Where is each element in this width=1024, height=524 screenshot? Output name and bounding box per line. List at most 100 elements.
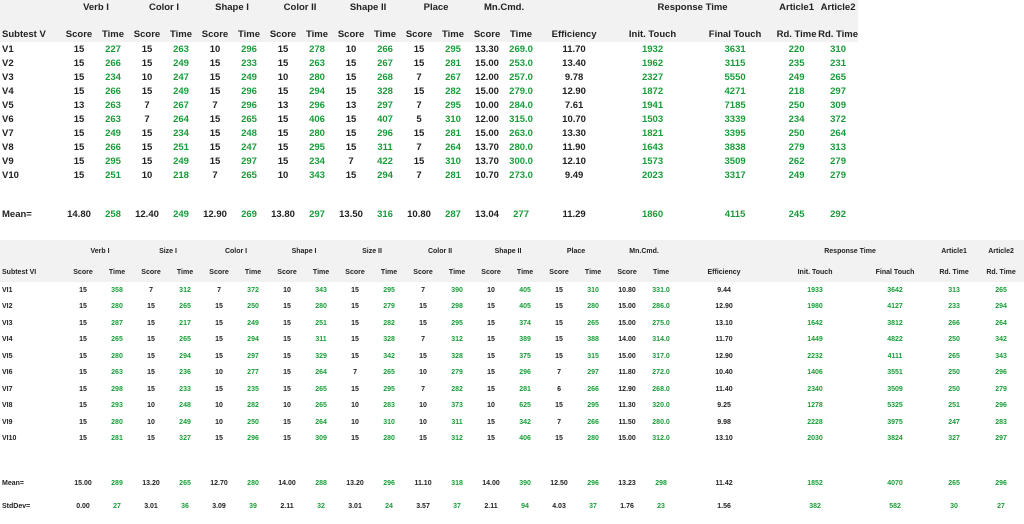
column-header: Init. Touch: [610, 26, 696, 42]
cell: 7: [348, 155, 354, 167]
cell: 3631: [724, 43, 746, 55]
cell: 2340: [807, 385, 823, 393]
cell: 328: [451, 352, 463, 360]
cell: 406: [309, 113, 325, 125]
cell: 13.20: [346, 480, 364, 487]
row-label: VI3: [2, 319, 13, 327]
cell: 13: [345, 99, 357, 111]
cell: 7: [149, 286, 153, 294]
cell: 342: [519, 418, 531, 426]
row-label: V8: [2, 141, 14, 153]
cell: 14.80: [67, 209, 91, 220]
cell: 280: [111, 418, 123, 426]
cell: 5325: [887, 402, 903, 410]
cell: 1.76: [620, 502, 634, 510]
cell: 233: [948, 303, 960, 311]
column-header: Rd. Time: [978, 262, 1024, 282]
cell: 3.01: [144, 502, 158, 510]
cell: 251: [948, 402, 960, 410]
cell: 4822: [887, 336, 903, 344]
cell: 297: [587, 369, 599, 377]
cell: 269: [241, 209, 257, 220]
cell: 329: [315, 352, 327, 360]
cell: 1933: [807, 286, 823, 294]
cell: 282: [451, 385, 463, 393]
cell: 7: [212, 169, 218, 181]
cell: 1860: [641, 209, 664, 220]
cell: 39: [249, 502, 257, 510]
cell: 272.0: [652, 369, 670, 377]
cell: 10: [487, 402, 495, 410]
cell: 249: [105, 127, 121, 139]
cell: 15: [555, 336, 563, 344]
cell: 249: [173, 155, 189, 167]
cell: 3115: [724, 57, 746, 69]
cell: 311: [377, 141, 393, 153]
cell: 1449: [807, 336, 823, 344]
cell: 10: [487, 286, 495, 294]
cell: 2.11: [484, 502, 498, 510]
cell: 4127: [887, 303, 903, 311]
cell: 15: [345, 85, 357, 97]
cell: 15: [141, 141, 153, 153]
column-header: Efficiency: [538, 26, 611, 42]
data-row: VI10 15 281 15 327 15 296 15 309 15 280 15 312 15 406 1…: [0, 431, 1024, 448]
row-label: V3: [2, 71, 14, 83]
data-row: V3 15 234 10 247 15 249 10 280 15 268 7 267 12.00 257.…: [0, 70, 858, 84]
cell: 316: [377, 209, 393, 220]
cell: 296: [241, 99, 257, 111]
cell: 15: [555, 286, 563, 294]
row-label: VI7: [2, 385, 13, 393]
cell: 3.09: [212, 502, 226, 510]
cell: 7: [353, 369, 357, 377]
cell: 327: [948, 435, 960, 443]
data-row: V4 15 266 15 249 15 296 15 294 15 328 15 282 15.00 279…: [0, 84, 858, 98]
group-header: Article1: [775, 0, 819, 26]
cell: 15: [283, 352, 291, 360]
cell: 312: [179, 286, 191, 294]
cell: 294: [309, 85, 325, 97]
cell: 264: [830, 127, 846, 139]
cell: 11.90: [562, 141, 586, 153]
cell: 263: [173, 43, 189, 55]
cell: 15: [487, 303, 495, 311]
cell: 15: [79, 385, 87, 393]
cell: 15: [283, 385, 291, 393]
cell: 13.10: [715, 319, 733, 327]
cell: 15: [147, 385, 155, 393]
cell: 15: [79, 435, 87, 443]
cell: 231: [830, 57, 846, 69]
group-header: Shape I: [270, 240, 339, 262]
cell: 10: [215, 402, 223, 410]
cell: 245: [788, 209, 805, 220]
column-header: Time: [440, 262, 475, 282]
group-header: Shape II: [474, 240, 543, 262]
cell: 265: [995, 286, 1007, 294]
cell: 358: [111, 286, 123, 294]
cell: 13: [277, 99, 289, 111]
group-header: Color I: [202, 240, 271, 262]
cell: 12.90: [715, 303, 733, 311]
cell: 328: [383, 336, 395, 344]
cell: 12.90: [715, 352, 733, 360]
cell: 12.70: [210, 480, 228, 487]
cell: 249: [173, 57, 189, 69]
cell: 298: [655, 480, 667, 487]
column-header: Final Touch: [860, 262, 931, 282]
cell: 5: [416, 113, 422, 125]
cell: 234: [105, 71, 121, 83]
cell: 296: [995, 369, 1007, 377]
cell: 11.70: [715, 336, 733, 344]
cell: 15: [413, 155, 425, 167]
cell: 288: [315, 480, 327, 487]
data-row: V9 15 295 15 249 15 297 15 234 7 422 15 310 13.70 300.…: [0, 154, 858, 168]
cell: 250: [247, 303, 259, 311]
column-header: Time: [232, 26, 267, 42]
cell: 7: [144, 113, 150, 125]
column-header: Time: [168, 262, 203, 282]
cell: 15: [277, 57, 289, 69]
cell: 278: [309, 43, 325, 55]
cell: 15: [283, 369, 291, 377]
cell: 10: [141, 71, 153, 83]
cell: 15: [419, 352, 427, 360]
